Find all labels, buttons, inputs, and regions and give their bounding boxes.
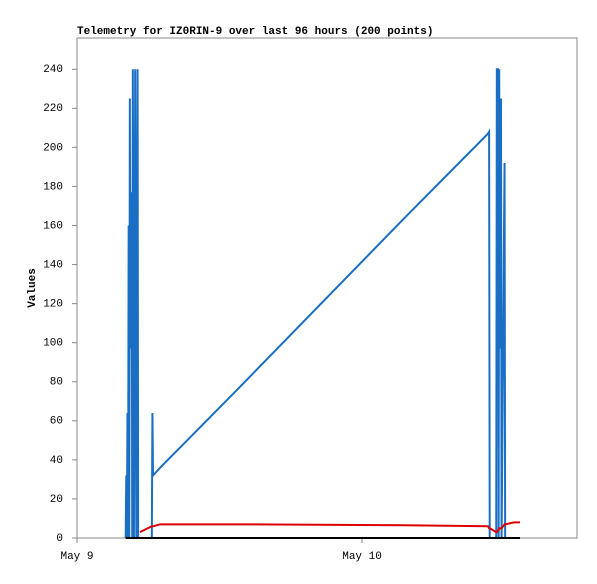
y-axis-label: Values (27, 268, 39, 308)
series-line (124, 68, 507, 539)
series-line (139, 521, 520, 534)
y-tick-label: 240 (43, 64, 63, 76)
y-tick-label: 180 (43, 181, 63, 193)
y-tick-label: 20 (50, 494, 63, 506)
y-tick-label: 160 (43, 220, 63, 232)
x-tick-label: May 10 (342, 551, 382, 563)
y-tick-label: 200 (43, 142, 63, 154)
y-tick-label: 60 (50, 416, 63, 428)
y-tick-label: 100 (43, 338, 63, 350)
y-tick-label: 80 (50, 377, 63, 389)
y-tick-label: 220 (43, 103, 63, 115)
chart-title: Telemetry for IZ0RIN-9 over last 96 hour… (77, 26, 433, 38)
x-tick-label: May 9 (60, 551, 93, 563)
y-tick-label: 0 (56, 533, 63, 545)
y-tick-label: 140 (43, 259, 63, 271)
y-tick-label: 120 (43, 299, 63, 311)
y-tick-label: 40 (50, 455, 63, 467)
